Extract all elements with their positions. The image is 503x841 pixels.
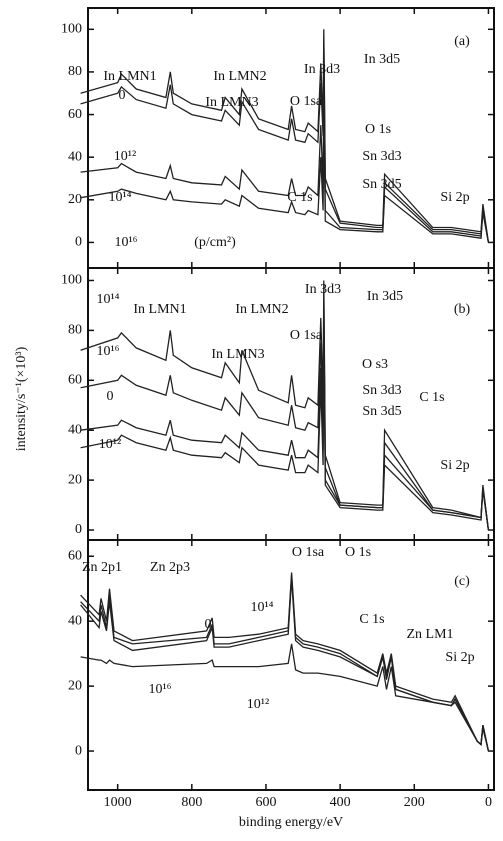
- peak-annotation: O 1sa: [290, 94, 323, 109]
- peak-annotation: O 1s: [345, 545, 371, 560]
- peak-annotation: In LMN1: [133, 302, 186, 317]
- x-axis-label: binding energy/eV: [239, 815, 343, 830]
- peak-annotation: In 3d3: [305, 282, 341, 297]
- series-label: 10¹⁶: [96, 344, 119, 359]
- series-label: 10¹⁴: [108, 190, 131, 205]
- peak-annotation: C 1s: [419, 390, 444, 405]
- panel-label: (b): [454, 302, 471, 317]
- peak-annotation: Sn 3d5: [362, 177, 401, 192]
- series-label: 10¹²: [99, 437, 121, 452]
- peak-annotation: Zn LM1: [406, 627, 453, 642]
- y-tick-label: 80: [68, 323, 82, 338]
- y-tick-label: 20: [68, 192, 82, 207]
- y-tick-label: 100: [61, 22, 82, 37]
- peak-annotation: Si 2p: [440, 458, 469, 473]
- peak-annotation: Zn 2p3: [150, 560, 190, 575]
- spectrum-line: [80, 643, 490, 752]
- series-label: 10¹⁶: [148, 682, 171, 697]
- spectrum-line: [80, 578, 490, 752]
- y-tick-label: 20: [68, 472, 82, 487]
- unit-note: (p/cm²): [194, 235, 236, 250]
- plot-frame: [87, 539, 495, 791]
- y-tick-label: 0: [75, 743, 82, 758]
- peak-annotation: In 3d5: [367, 289, 403, 304]
- peak-annotation: Si 2p: [445, 650, 474, 665]
- series-label: 10¹²: [114, 149, 136, 164]
- y-tick-label: 60: [68, 548, 82, 563]
- x-tick-label: 400: [330, 795, 351, 810]
- series-label: 10¹⁴: [96, 292, 119, 307]
- peak-annotation: C 1s: [359, 612, 384, 627]
- y-axis-label: intensity/s⁻¹(×10³): [14, 346, 29, 451]
- peak-annotation: Sn 3d3: [362, 149, 401, 164]
- spectrum-line: [80, 325, 490, 531]
- peak-annotation: In 3d3: [304, 62, 340, 77]
- series-label: 10¹²: [247, 697, 269, 712]
- spectrum-line: [80, 71, 490, 243]
- spectrum-line: [80, 114, 490, 243]
- peak-annotation: C 1s: [287, 190, 312, 205]
- panel-label: (a): [454, 34, 470, 49]
- y-tick-label: 100: [61, 273, 82, 288]
- peak-annotation: In LMN2: [235, 302, 288, 317]
- y-tick-label: 60: [68, 107, 82, 122]
- spectrum-line: [80, 572, 490, 752]
- spectrum-line: [80, 292, 490, 531]
- spectrum-line: [80, 310, 490, 531]
- series-label: 10¹⁴: [250, 600, 273, 615]
- peak-annotation: O 1sa: [292, 545, 325, 560]
- peak-annotation: In LMN1: [103, 69, 156, 84]
- peak-annotation: Sn 3d5: [362, 404, 401, 419]
- y-tick-label: 40: [68, 422, 82, 437]
- x-tick-label: 200: [404, 795, 425, 810]
- y-tick-label: 20: [68, 678, 82, 693]
- y-tick-label: 0: [75, 522, 82, 537]
- peak-annotation: O 1sa: [290, 328, 323, 343]
- peak-annotation: Zn 2p1: [82, 560, 122, 575]
- peak-annotation: Si 2p: [440, 190, 469, 205]
- series-label: 0: [107, 389, 114, 404]
- peak-annotation: O 1s: [365, 122, 391, 137]
- y-tick-label: 40: [68, 149, 82, 164]
- y-tick-label: 0: [75, 235, 82, 250]
- panel-label: (c): [454, 574, 470, 589]
- y-tick-label: 60: [68, 373, 82, 388]
- x-tick-label: 800: [181, 795, 202, 810]
- spectrum-line: [80, 29, 490, 243]
- series-label: 10¹⁶: [114, 235, 137, 250]
- peak-annotation: In LMN3: [205, 95, 258, 110]
- x-tick-label: 1000: [104, 795, 132, 810]
- peak-annotation: Sn 3d3: [362, 383, 401, 398]
- peak-annotation: O s3: [362, 357, 388, 372]
- peak-annotation: In LMN2: [213, 69, 266, 84]
- peak-annotation: In LMN3: [211, 347, 264, 362]
- series-label: 0: [119, 88, 126, 103]
- y-tick-label: 40: [68, 613, 82, 628]
- x-tick-label: 0: [485, 795, 492, 810]
- series-label: 0: [205, 617, 212, 632]
- spectrum-line: [80, 280, 490, 531]
- peak-annotation: In 3d5: [364, 52, 400, 67]
- y-tick-label: 80: [68, 64, 82, 79]
- x-tick-label: 600: [255, 795, 276, 810]
